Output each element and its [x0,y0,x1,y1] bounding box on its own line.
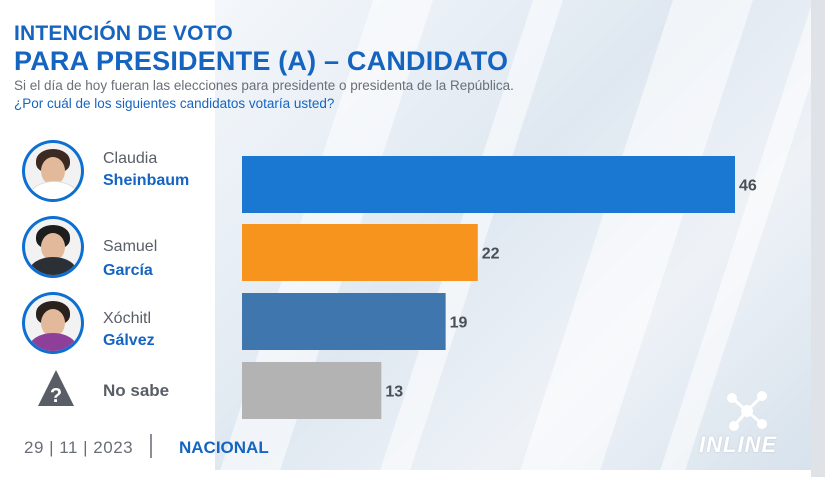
bar-value-label: 46 [739,178,757,195]
footer-date: 29 | 11 | 2023 [24,438,134,457]
no-sabe-label: No sabe [103,381,170,400]
title-line-2: PARA PRESIDENTE (A) – CANDIDATO [14,46,509,76]
candidate-last-name: Sheinbaum [103,172,190,189]
right-edge [811,0,825,477]
question-line-2: ¿Por cuál de los siguientes candidatos v… [14,96,335,111]
bar-value-label: 13 [385,384,403,401]
candidate-sheinbaum: Claudia Sheinbaum [0,138,220,208]
bar [242,362,382,419]
candidate-galvez: Xóchitl Gálvez [0,290,220,360]
candidate-last-name: Gálvez [103,332,155,349]
bar [242,293,446,350]
bar [242,224,478,281]
footer-divider [150,434,152,458]
bar-value-label: 22 [482,246,500,263]
inline-logo-text: INLINE [699,432,778,457]
question-mark-icon: ? [38,370,74,407]
candidate-no-sabe: ? No sabe [0,364,220,434]
candidate-first-name: Claudia [103,150,158,167]
footer-scope: NACIONAL [179,438,269,457]
question-line-1: Si el día de hoy fueran las elecciones p… [14,78,514,93]
candidate-garcia: Samuel García [0,214,220,284]
candidate-first-name: Samuel [103,238,158,255]
candidate-last-name: García [103,262,153,279]
bar [242,156,735,213]
candidate-first-name: Xóchitl [103,310,152,327]
bar-value-label: 19 [450,315,468,332]
title-line-1: INTENCIÓN DE VOTO [14,22,233,45]
avatar [22,216,84,278]
avatar [22,140,84,202]
avatar [22,292,84,354]
svg-text:?: ? [50,385,62,407]
inline-logo-icon [727,391,767,431]
